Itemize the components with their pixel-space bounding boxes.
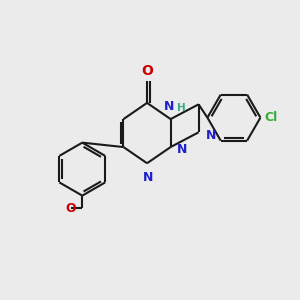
Text: O: O	[141, 64, 153, 78]
Text: H: H	[177, 103, 186, 113]
Text: N: N	[164, 100, 174, 113]
Text: Cl: Cl	[265, 110, 278, 124]
Text: N: N	[206, 129, 216, 142]
Text: N: N	[143, 172, 154, 184]
Text: O: O	[65, 202, 76, 214]
Text: N: N	[177, 143, 188, 156]
